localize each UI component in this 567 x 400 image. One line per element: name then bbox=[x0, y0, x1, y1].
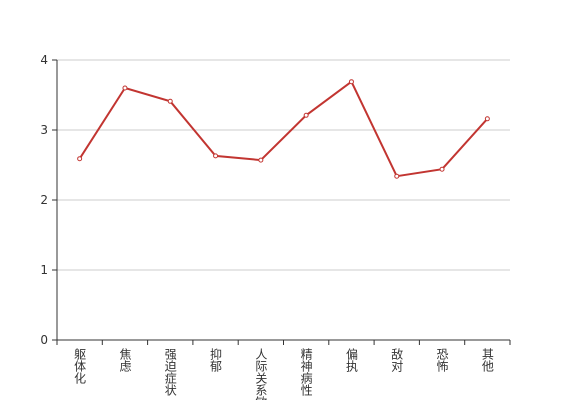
line bbox=[78, 80, 489, 178]
point bbox=[167, 98, 173, 104]
x-tick-label: 偏执 bbox=[344, 347, 358, 373]
x-tick-label: 焦虑 bbox=[118, 348, 132, 372]
y-tick-label: 2 bbox=[40, 193, 48, 207]
point bbox=[439, 166, 445, 172]
point bbox=[77, 156, 83, 162]
point bbox=[258, 157, 264, 163]
x-tick-label: 人际关系敏感 bbox=[254, 348, 268, 400]
x-tick-label: 恐怖 bbox=[435, 348, 449, 372]
point bbox=[484, 116, 490, 122]
x-tick-label: 其他 bbox=[480, 348, 494, 372]
point bbox=[394, 173, 400, 179]
point bbox=[213, 153, 219, 159]
point bbox=[122, 85, 128, 91]
x-tick-label: 躯体化 bbox=[73, 347, 87, 385]
x-tick-label: 强迫症状 bbox=[163, 348, 177, 396]
x-tick-label: 精神病性 bbox=[299, 348, 313, 397]
point bbox=[303, 112, 309, 118]
x-tick-label: 抑郁 bbox=[209, 347, 223, 373]
y-tick-label: 1 bbox=[40, 263, 48, 277]
y-tick-label: 3 bbox=[40, 123, 48, 137]
y-tick-label: 4 bbox=[40, 53, 48, 67]
x-tick-label: 敌对 bbox=[390, 347, 404, 372]
point bbox=[348, 79, 354, 85]
y-tick-label: 0 bbox=[40, 333, 48, 347]
